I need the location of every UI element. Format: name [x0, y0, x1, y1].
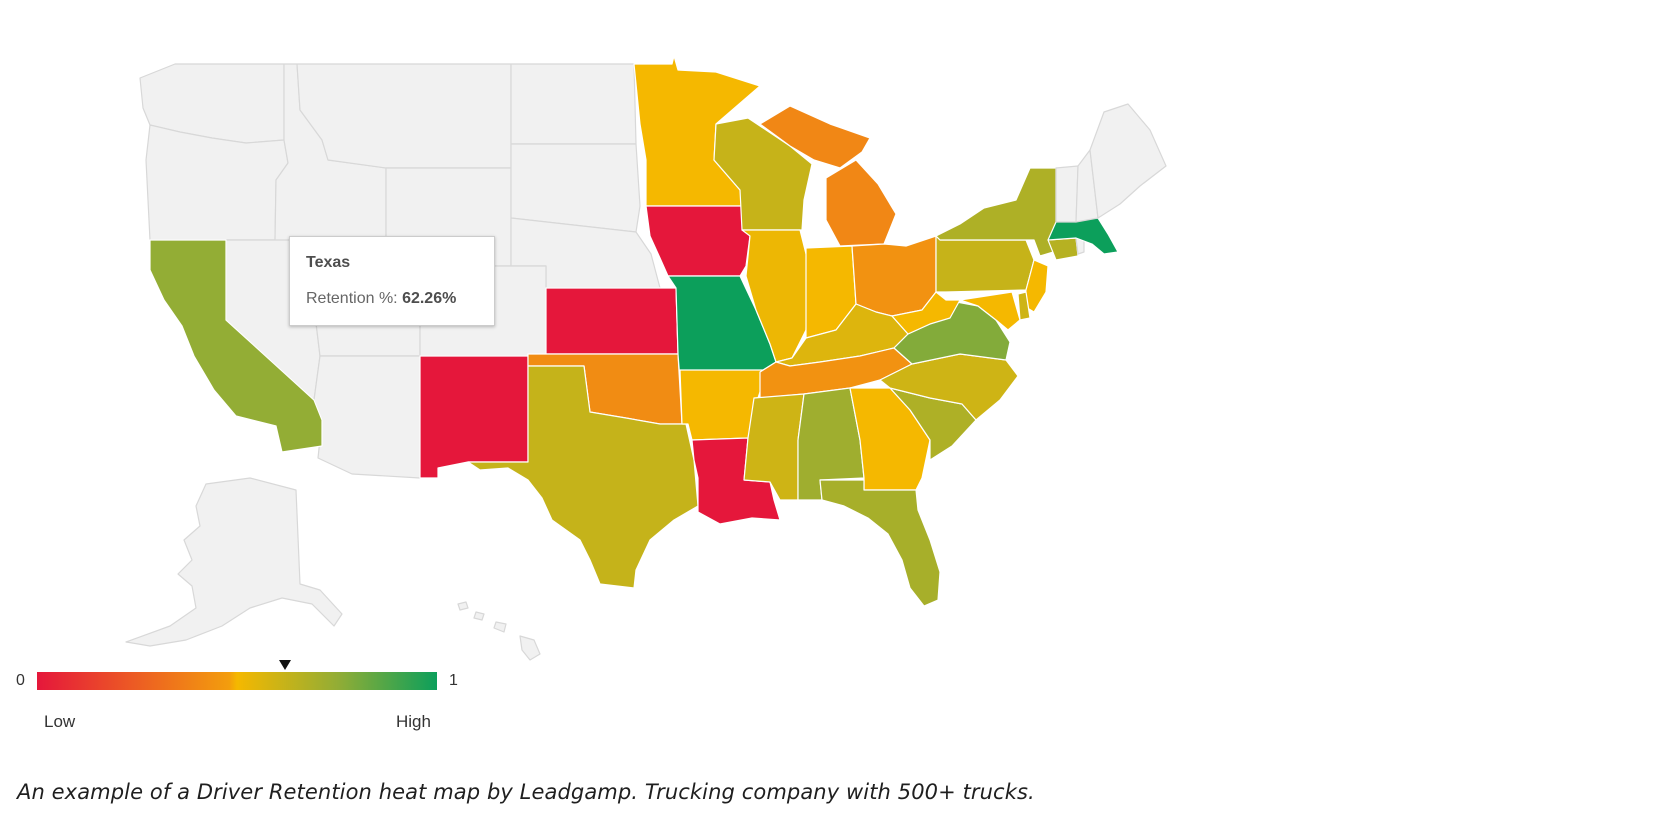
state-pennsylvania[interactable] — [935, 235, 1035, 293]
state-new-mexico[interactable] — [419, 355, 529, 479]
tooltip-value-label: Retention %: — [306, 290, 398, 307]
state-vermont[interactable] — [1055, 165, 1079, 223]
legend-min-value: 0 — [16, 672, 25, 689]
legend-max-value: 1 — [449, 672, 458, 689]
state-montana[interactable] — [296, 63, 512, 169]
state-wisconsin[interactable] — [713, 117, 813, 231]
state-michigan[interactable] — [759, 105, 897, 247]
state-north-dakota[interactable] — [510, 63, 637, 145]
state-kansas[interactable] — [545, 287, 679, 355]
states-layer — [125, 55, 1167, 661]
state-iowa[interactable] — [645, 205, 751, 277]
state-california[interactable] — [149, 239, 323, 453]
state-florida[interactable] — [819, 479, 941, 607]
figure-caption: An example of a Driver Retention heat ma… — [17, 780, 1035, 804]
color-legend: 0 1 Low High — [0, 660, 480, 740]
state-maine[interactable] — [1089, 103, 1167, 219]
legend-gradient-bar — [37, 660, 437, 690]
state-massachusetts[interactable] — [1047, 217, 1119, 255]
legend-high-label: High — [396, 712, 431, 731]
state-oregon[interactable] — [145, 124, 289, 241]
state-arizona[interactable] — [313, 355, 421, 479]
legend-low-label: Low — [44, 712, 76, 731]
tooltip-value-line: Retention %: 62.26% — [306, 290, 478, 308]
state-delaware[interactable] — [1017, 291, 1031, 321]
tooltip-state-name: Texas — [306, 254, 351, 271]
state-alaska[interactable] — [125, 477, 343, 647]
state-new-jersey[interactable] — [1023, 259, 1049, 313]
state-south-dakota[interactable] — [510, 143, 641, 233]
state-hawaii[interactable] — [457, 601, 541, 661]
state-maryland[interactable] — [959, 291, 1021, 331]
state-tooltip: Texas Retention %: 62.26% — [289, 236, 495, 326]
state-texas[interactable] — [467, 365, 699, 589]
state-connecticut[interactable] — [1047, 237, 1079, 261]
tooltip-value: 62.26% — [402, 290, 457, 307]
state-ohio[interactable] — [851, 235, 937, 317]
legend-marker-icon — [279, 660, 291, 670]
